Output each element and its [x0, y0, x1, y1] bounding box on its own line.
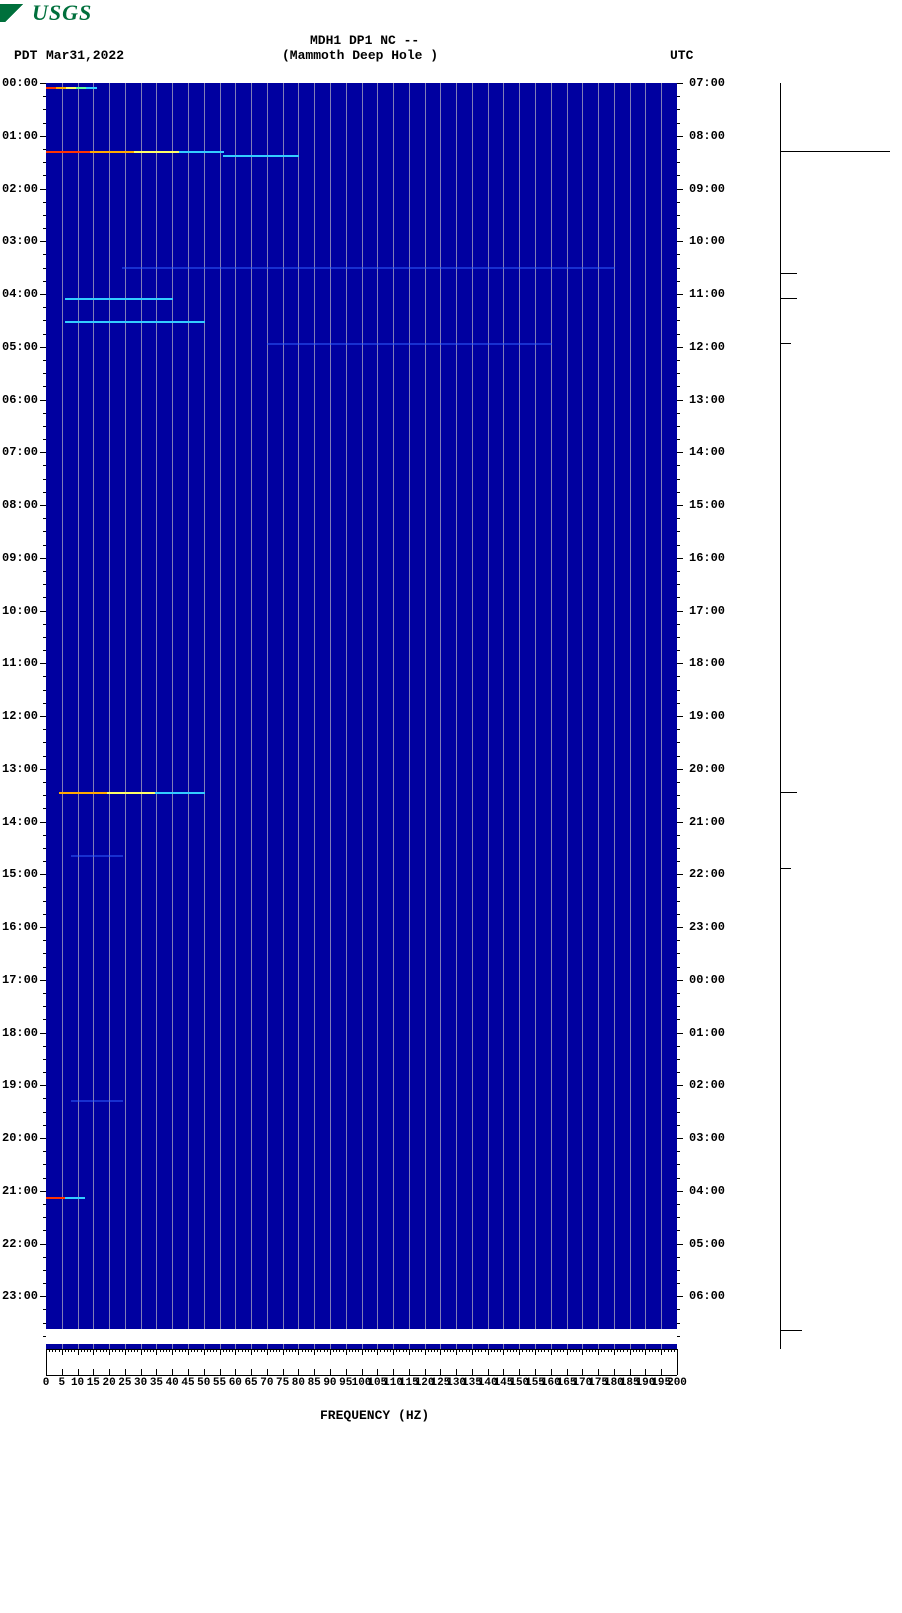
x-axis-label: FREQUENCY (HZ) — [320, 1408, 429, 1423]
station-name: (Mammoth Deep Hole ) — [282, 48, 438, 63]
station-code: MDH1 DP1 NC -- — [310, 33, 419, 48]
left-timezone: PDT — [14, 48, 37, 63]
usgs-flag-icon — [0, 4, 28, 22]
right-timezone: UTC — [670, 48, 693, 63]
usgs-logo-text: USGS — [32, 0, 92, 26]
header-date: Mar31,2022 — [46, 48, 124, 63]
usgs-logo: USGS — [0, 0, 92, 26]
